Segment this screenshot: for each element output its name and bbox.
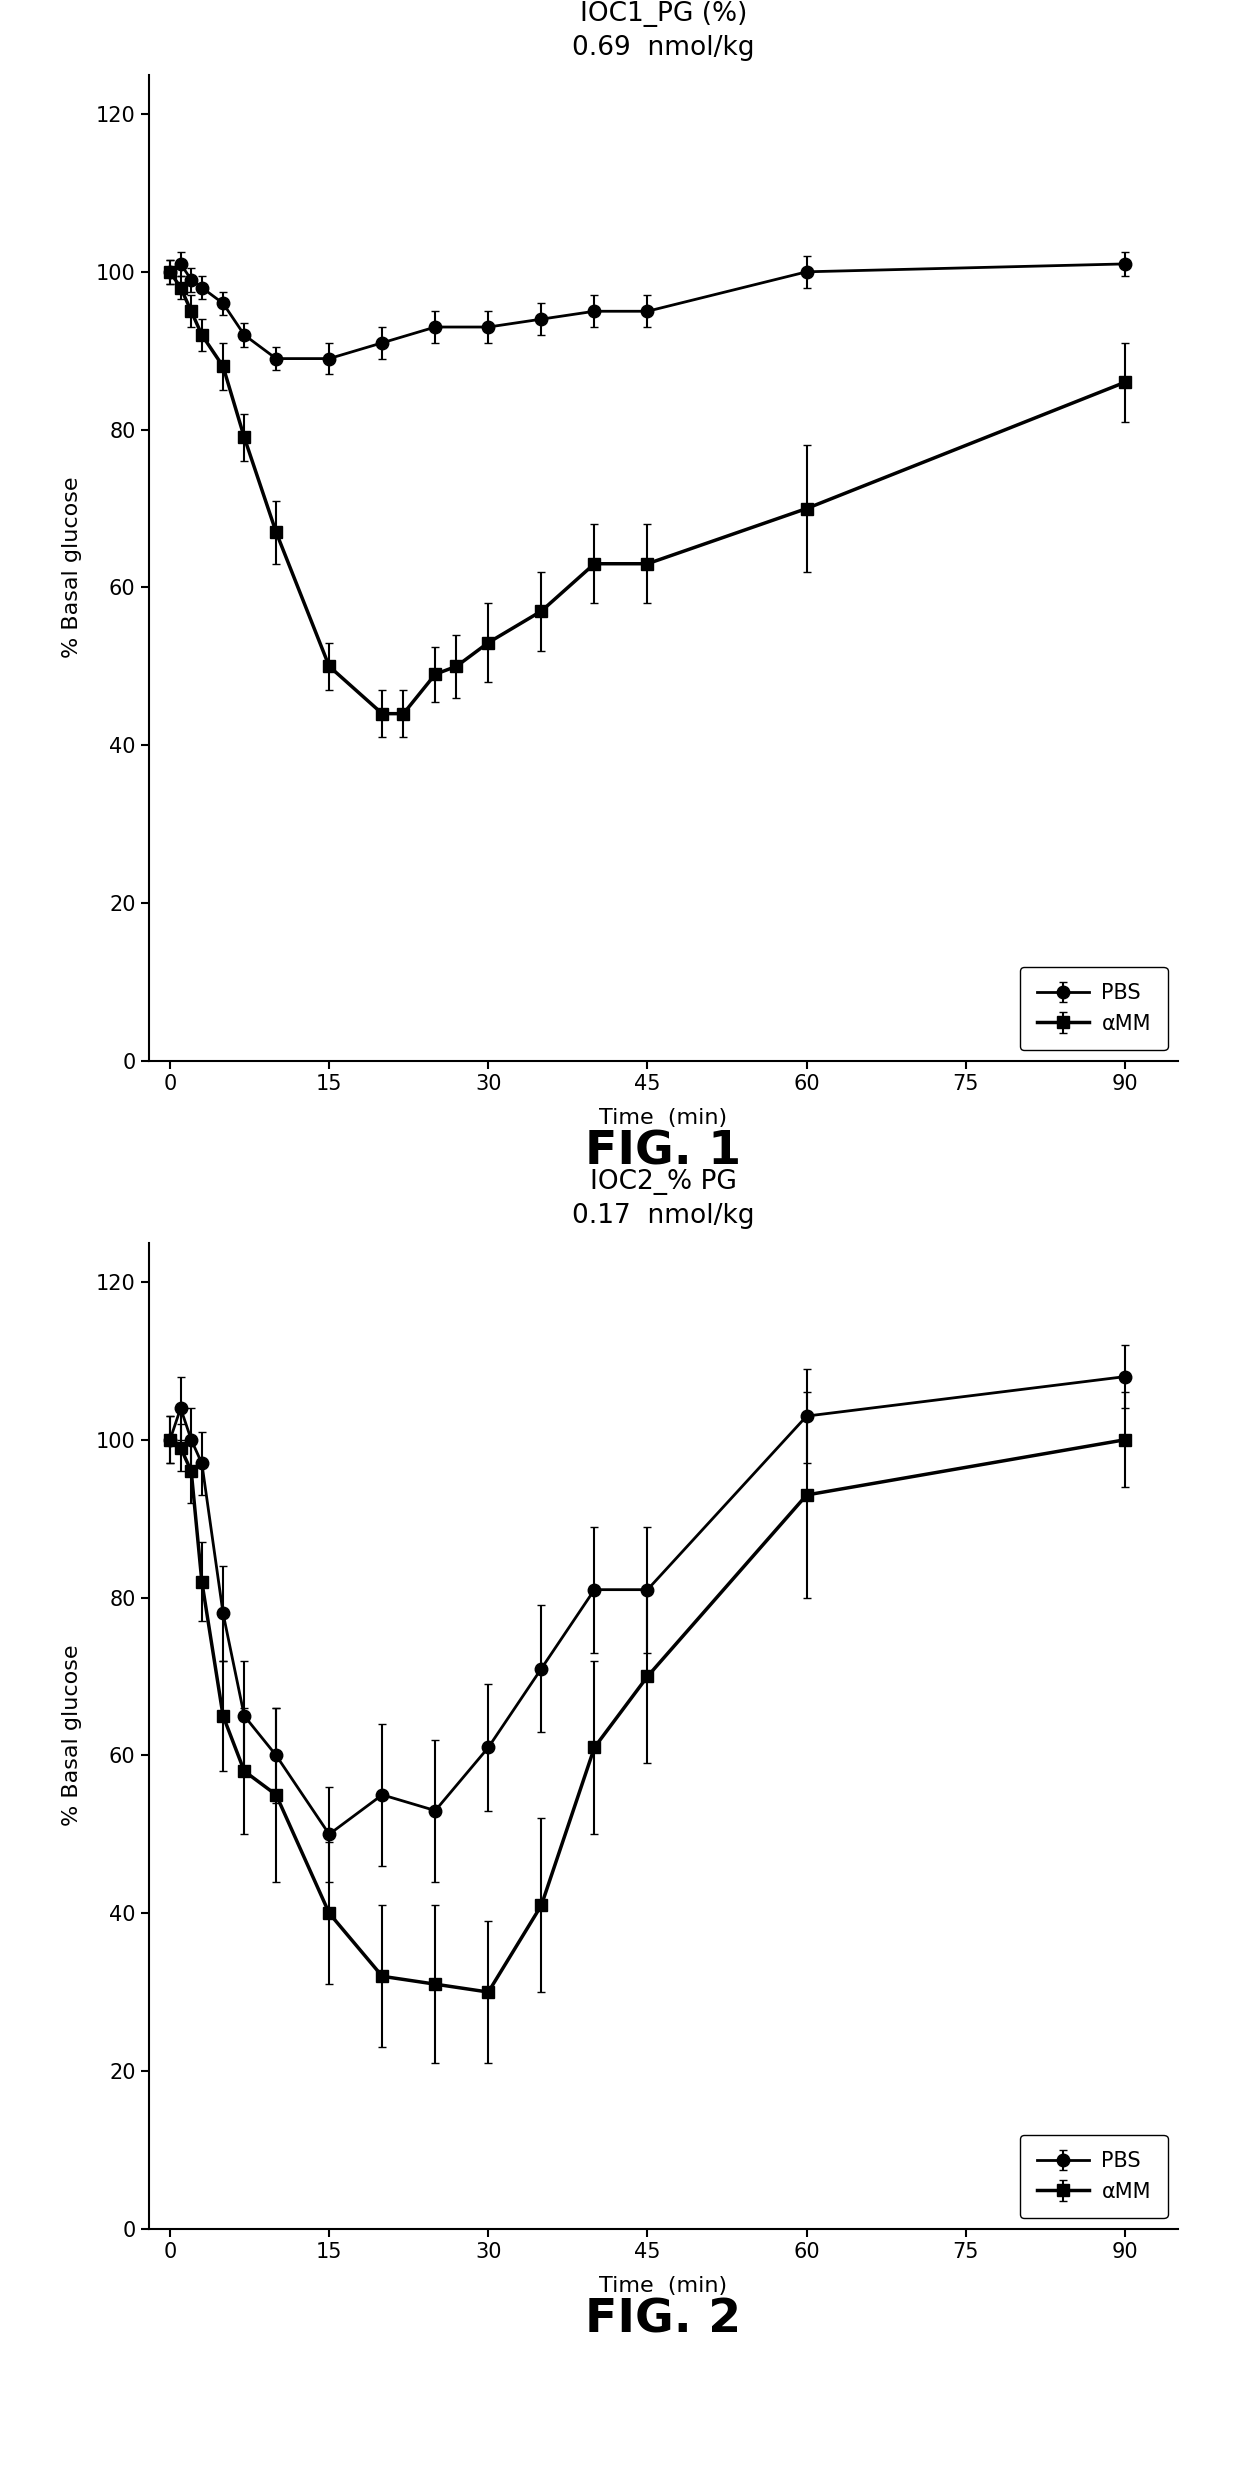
Title: IOC1_PG (%)
0.69  nmol/kg: IOC1_PG (%) 0.69 nmol/kg xyxy=(572,0,755,62)
Text: FIG. 1: FIG. 1 xyxy=(585,1128,742,1173)
Title: IOC2_% PG
0.17  nmol/kg: IOC2_% PG 0.17 nmol/kg xyxy=(572,1168,755,1230)
Y-axis label: % Basal glucose: % Basal glucose xyxy=(62,477,82,659)
Text: FIG. 2: FIG. 2 xyxy=(585,2296,742,2341)
Legend: PBS, αMM: PBS, αMM xyxy=(1021,2135,1168,2219)
Legend: PBS, αMM: PBS, αMM xyxy=(1021,967,1168,1051)
X-axis label: Time  (min): Time (min) xyxy=(599,2276,728,2296)
X-axis label: Time  (min): Time (min) xyxy=(599,1108,728,1128)
Y-axis label: % Basal glucose: % Basal glucose xyxy=(62,1645,82,1826)
